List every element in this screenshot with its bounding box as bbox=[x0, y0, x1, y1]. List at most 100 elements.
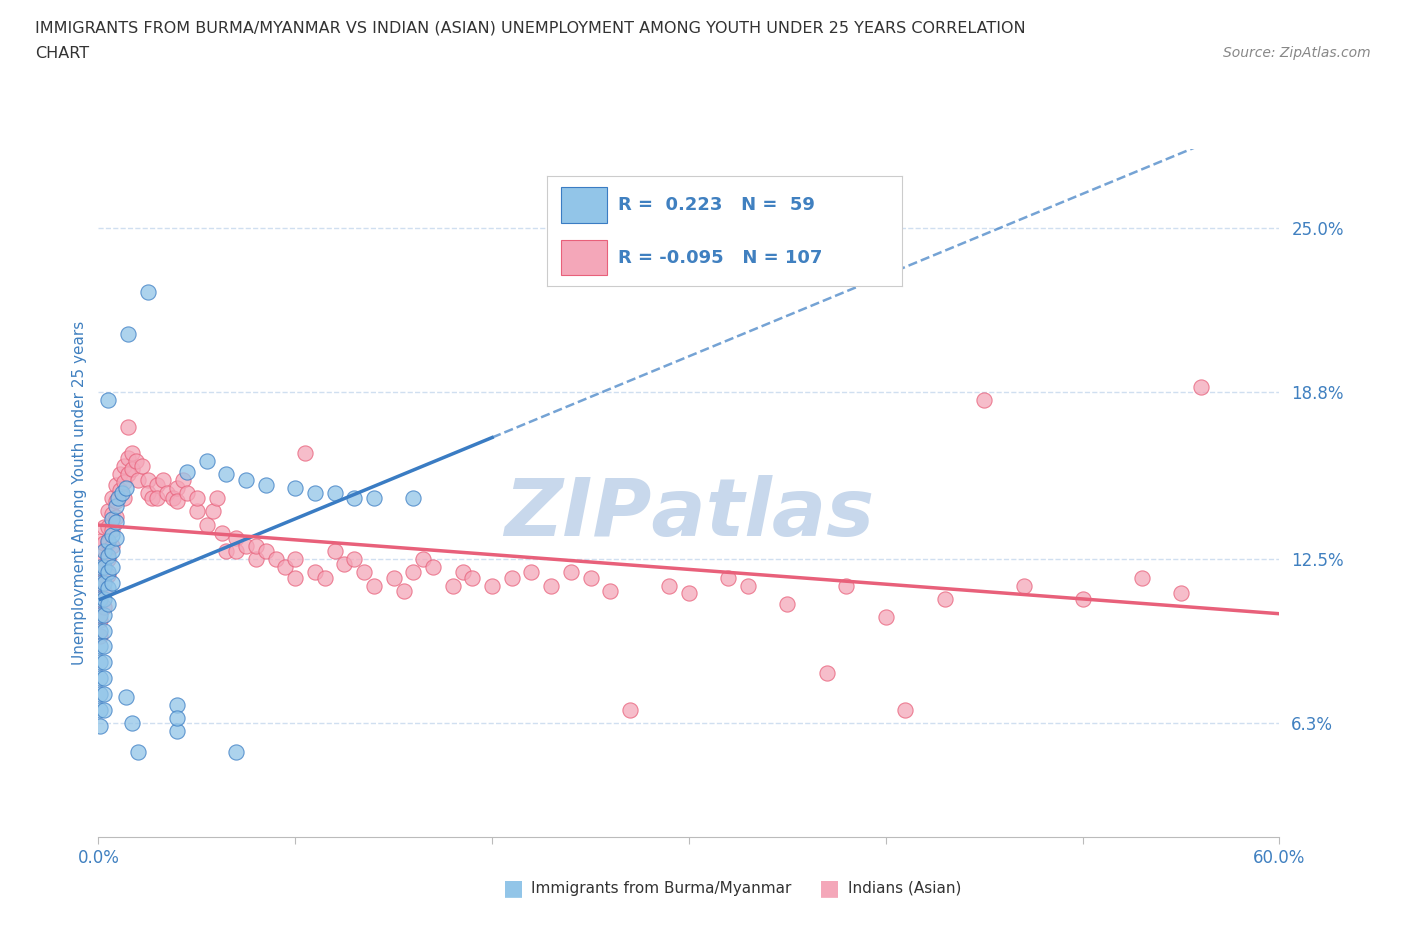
Point bbox=[97, 536, 120, 551]
Point bbox=[93, 599, 115, 614]
Point bbox=[108, 467, 131, 482]
Point bbox=[441, 578, 464, 593]
Bar bbox=[561, 240, 607, 275]
Point bbox=[89, 629, 111, 644]
Point bbox=[107, 491, 129, 506]
Point bbox=[89, 591, 111, 606]
Point bbox=[353, 565, 375, 579]
Point bbox=[176, 464, 198, 479]
Point bbox=[678, 586, 700, 601]
Point bbox=[599, 583, 621, 598]
Point bbox=[136, 285, 159, 299]
Point bbox=[146, 491, 169, 506]
Point bbox=[205, 491, 228, 506]
Point bbox=[235, 472, 257, 487]
Point bbox=[89, 623, 111, 638]
Point bbox=[97, 597, 120, 612]
Point bbox=[89, 576, 111, 591]
Point bbox=[274, 560, 297, 575]
Point bbox=[97, 392, 120, 407]
Point bbox=[93, 671, 115, 685]
Point bbox=[1170, 586, 1192, 601]
Point bbox=[89, 565, 111, 579]
Point bbox=[363, 491, 385, 506]
Point bbox=[89, 671, 111, 685]
Point bbox=[101, 560, 124, 575]
Point bbox=[97, 565, 120, 579]
Point bbox=[245, 551, 267, 566]
Point bbox=[93, 567, 115, 582]
Point bbox=[89, 607, 111, 622]
Point bbox=[117, 326, 139, 341]
Point bbox=[93, 702, 115, 717]
Point bbox=[225, 544, 247, 559]
Point bbox=[97, 580, 120, 595]
Point bbox=[235, 538, 257, 553]
Point bbox=[323, 544, 346, 559]
Point bbox=[894, 702, 917, 717]
Point bbox=[105, 498, 128, 513]
Point bbox=[520, 565, 543, 579]
Point bbox=[93, 607, 115, 622]
Point bbox=[89, 718, 111, 733]
Point bbox=[254, 477, 277, 492]
Point bbox=[101, 512, 124, 526]
Y-axis label: Unemployment Among Youth under 25 years: Unemployment Among Youth under 25 years bbox=[72, 321, 87, 665]
Point bbox=[136, 472, 159, 487]
Point bbox=[105, 510, 128, 525]
Point bbox=[93, 686, 115, 701]
Point bbox=[284, 480, 307, 495]
Text: CHART: CHART bbox=[35, 46, 89, 61]
Point bbox=[540, 578, 562, 593]
Text: R = -0.095   N = 107: R = -0.095 N = 107 bbox=[619, 249, 823, 267]
Point bbox=[93, 544, 115, 559]
Text: IMMIGRANTS FROM BURMA/MYANMAR VS INDIAN (ASIAN) UNEMPLOYMENT AMONG YOUTH UNDER 2: IMMIGRANTS FROM BURMA/MYANMAR VS INDIAN … bbox=[35, 20, 1026, 35]
Point bbox=[93, 639, 115, 654]
Point bbox=[481, 578, 503, 593]
Point bbox=[172, 472, 194, 487]
Point bbox=[254, 544, 277, 559]
Point bbox=[89, 580, 111, 595]
Point bbox=[304, 485, 326, 500]
Point bbox=[127, 472, 149, 487]
Point bbox=[125, 454, 148, 469]
Point bbox=[560, 565, 582, 579]
Point bbox=[101, 523, 124, 538]
Point bbox=[245, 538, 267, 553]
Point bbox=[451, 565, 474, 579]
Point bbox=[304, 565, 326, 579]
Point bbox=[1130, 570, 1153, 585]
Point bbox=[392, 583, 415, 598]
Point bbox=[89, 533, 111, 548]
Point bbox=[117, 467, 139, 482]
Point bbox=[93, 560, 115, 575]
Point bbox=[501, 570, 523, 585]
Point bbox=[108, 483, 131, 498]
Point bbox=[166, 494, 188, 509]
Point bbox=[412, 551, 434, 566]
Point bbox=[717, 570, 740, 585]
Point bbox=[101, 507, 124, 522]
Point bbox=[619, 702, 641, 717]
Point bbox=[402, 491, 425, 506]
Point bbox=[101, 528, 124, 543]
Point bbox=[166, 724, 188, 738]
Text: Source: ZipAtlas.com: Source: ZipAtlas.com bbox=[1223, 46, 1371, 60]
Point bbox=[195, 454, 218, 469]
Point bbox=[105, 530, 128, 545]
Point bbox=[101, 538, 124, 553]
Point bbox=[176, 485, 198, 500]
Point bbox=[201, 504, 224, 519]
Point bbox=[117, 419, 139, 434]
Point bbox=[97, 504, 120, 519]
Point bbox=[152, 472, 174, 487]
Point bbox=[101, 491, 124, 506]
Point bbox=[112, 475, 135, 490]
Point bbox=[89, 655, 111, 670]
Point bbox=[105, 477, 128, 492]
Point bbox=[136, 485, 159, 500]
Point bbox=[89, 549, 111, 564]
Point bbox=[1189, 379, 1212, 394]
Text: ZIP​atlas: ZIP​atlas bbox=[503, 474, 875, 552]
Point bbox=[127, 745, 149, 760]
